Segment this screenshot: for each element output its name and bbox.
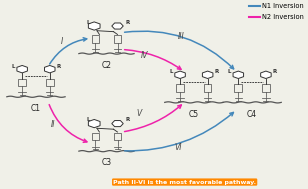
Text: L: L (86, 117, 90, 122)
Bar (46, 79, 54, 86)
Text: C3: C3 (101, 158, 111, 167)
Text: IV: IV (141, 51, 148, 60)
Text: C1: C1 (31, 104, 41, 113)
Text: VI: VI (175, 143, 182, 152)
Text: R: R (125, 117, 129, 122)
Text: L: L (227, 70, 231, 74)
Polygon shape (112, 121, 123, 127)
Bar (204, 84, 212, 92)
Legend: N1 Inversion, N2 Inversion: N1 Inversion, N2 Inversion (246, 0, 307, 23)
Bar (114, 133, 121, 140)
Polygon shape (88, 119, 100, 128)
Text: V: V (136, 109, 141, 118)
Text: L: L (11, 64, 15, 69)
Bar (262, 84, 270, 92)
Text: L: L (86, 20, 90, 25)
Bar (91, 35, 99, 43)
Text: C4: C4 (247, 109, 257, 119)
Text: L: L (169, 70, 172, 74)
Polygon shape (233, 71, 244, 78)
Text: I: I (61, 37, 63, 46)
Polygon shape (261, 71, 271, 78)
Text: Path II-VI is the most favorable pathway.: Path II-VI is the most favorable pathway… (113, 180, 256, 184)
Polygon shape (44, 65, 55, 73)
Text: III: III (178, 32, 185, 41)
Polygon shape (175, 71, 185, 78)
Polygon shape (202, 71, 213, 78)
Bar (234, 84, 242, 92)
Text: C5: C5 (189, 109, 199, 119)
Bar (176, 84, 184, 92)
Text: R: R (57, 64, 61, 69)
Text: R: R (273, 70, 277, 74)
Text: C2: C2 (101, 61, 111, 70)
Bar (114, 35, 121, 43)
Polygon shape (88, 22, 100, 30)
Bar (18, 79, 26, 86)
Text: R: R (125, 20, 129, 25)
Polygon shape (112, 23, 123, 29)
Polygon shape (17, 65, 27, 73)
Text: II: II (51, 120, 55, 129)
Bar (91, 133, 99, 140)
Text: R: R (215, 70, 219, 74)
